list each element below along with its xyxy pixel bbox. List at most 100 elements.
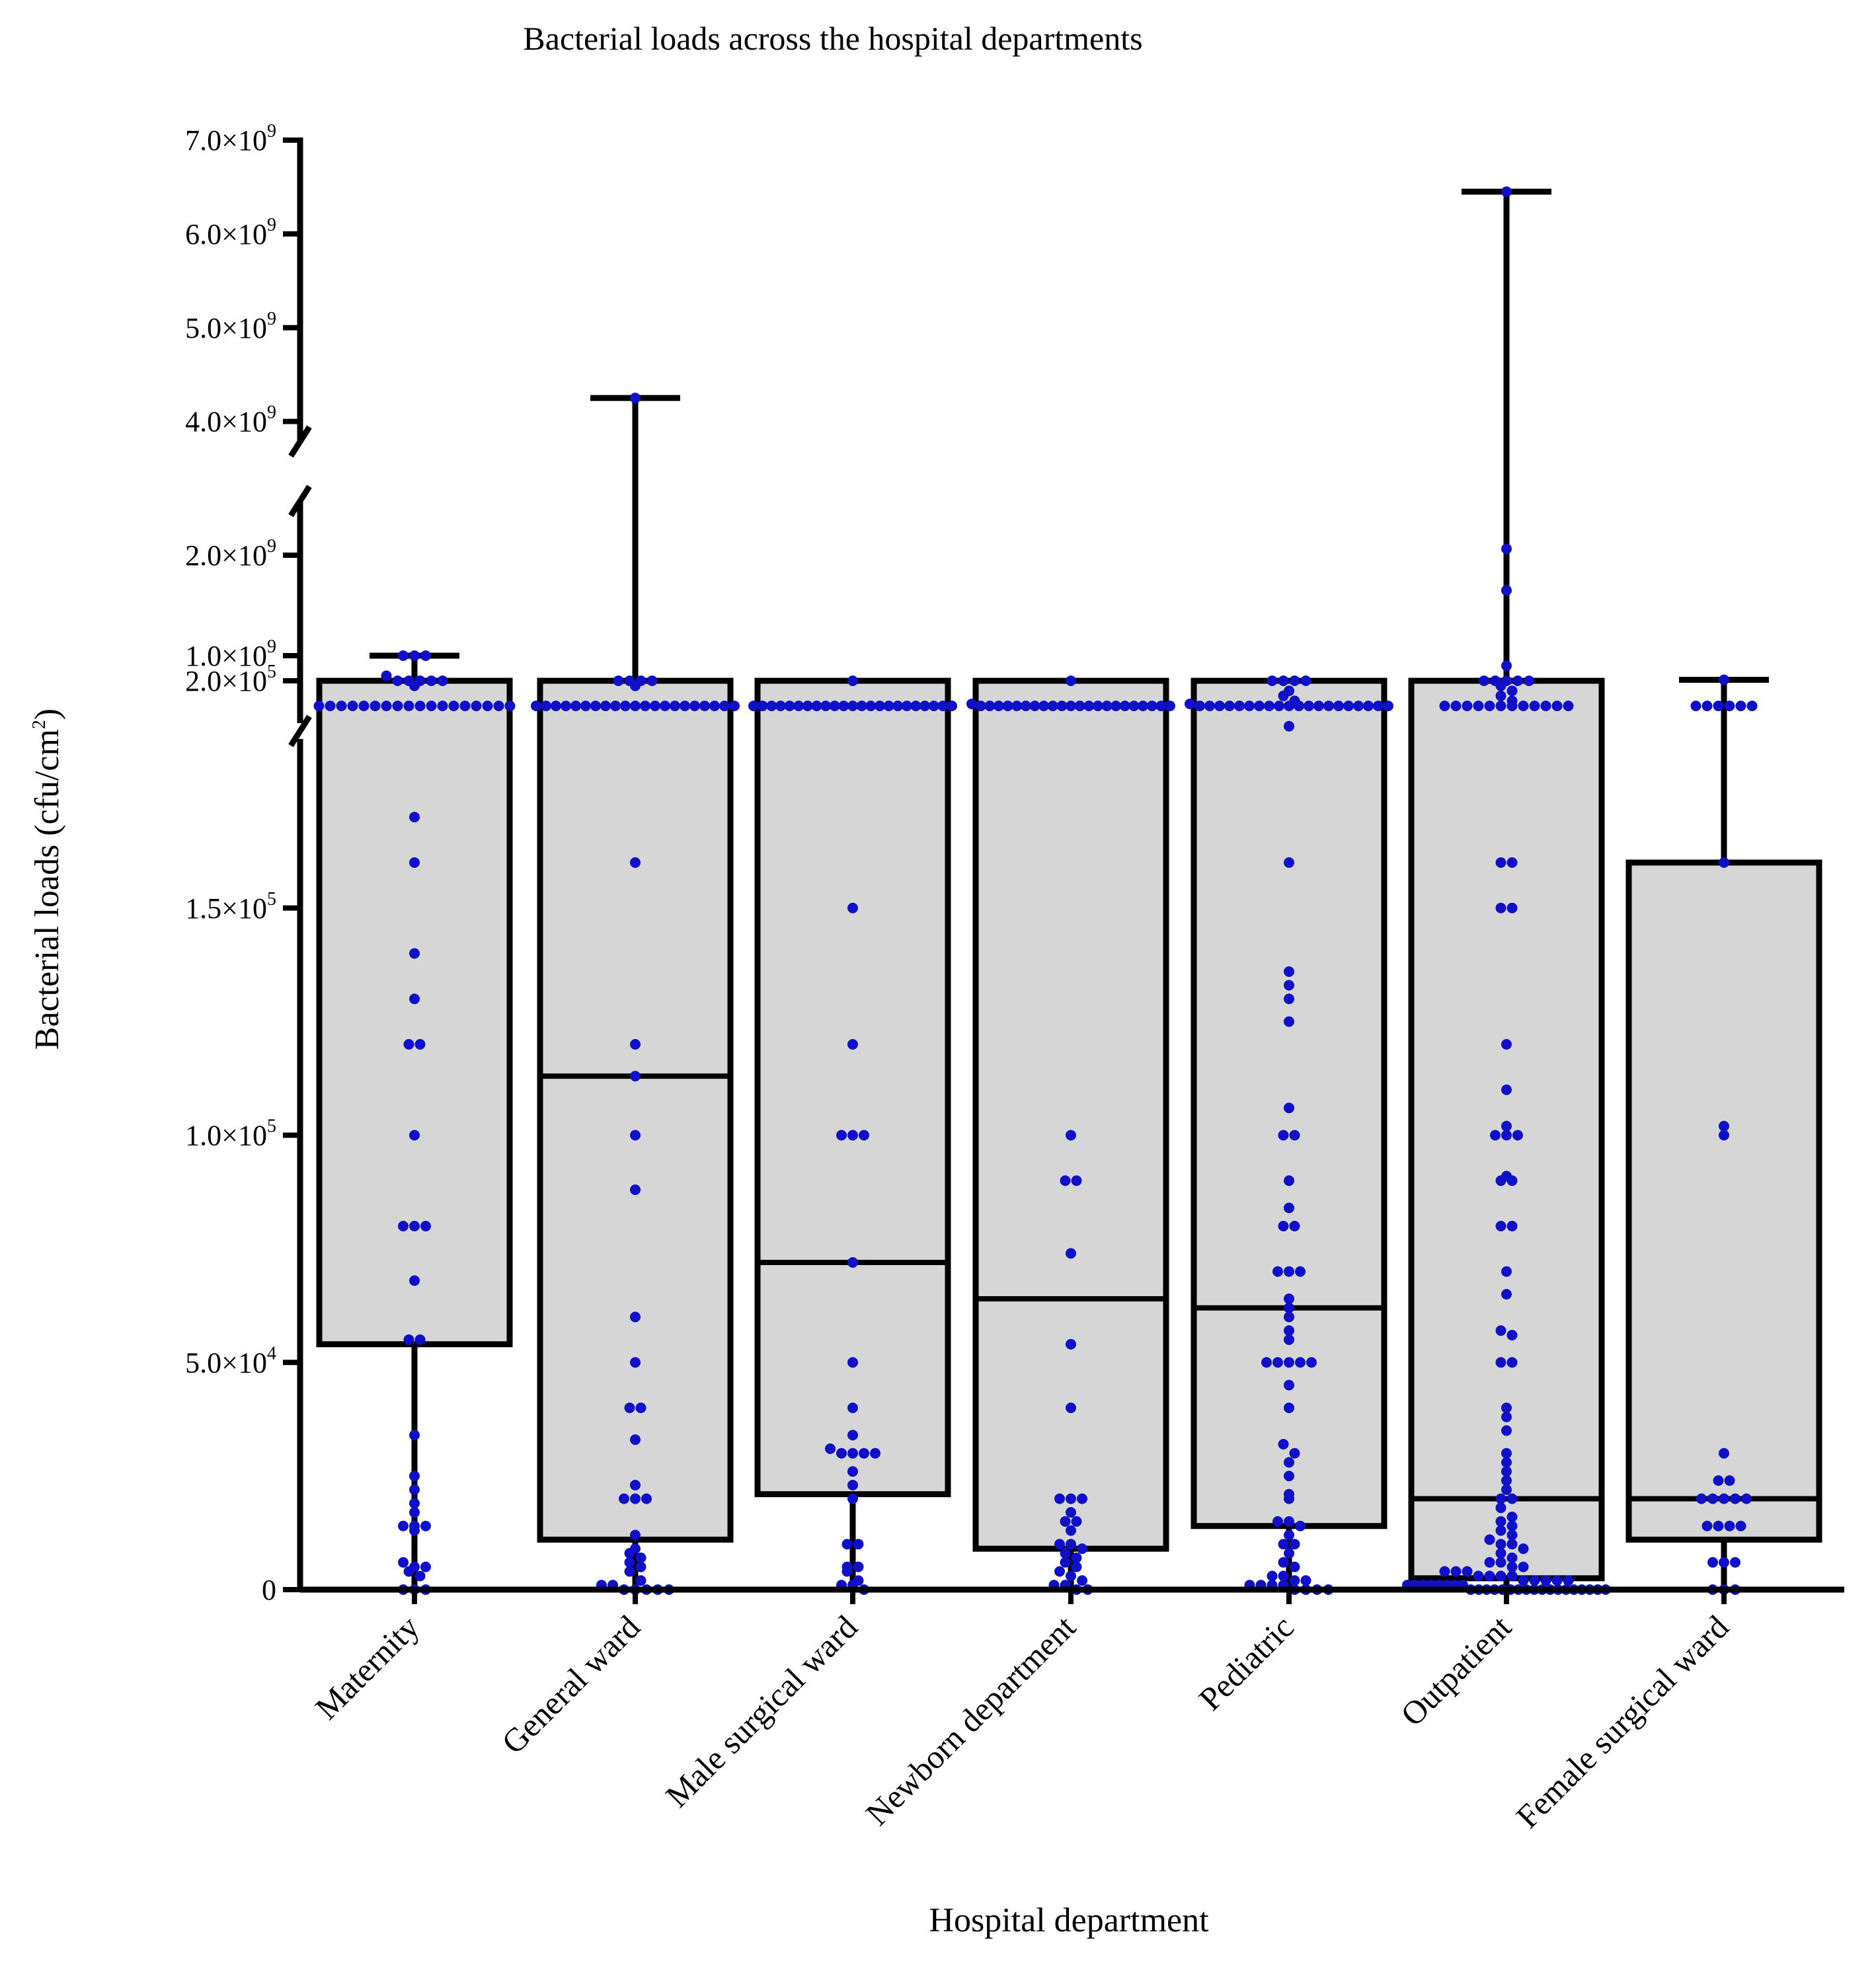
data-point [381, 701, 392, 711]
data-point [1501, 1448, 1512, 1459]
data-point [1295, 1266, 1306, 1277]
data-point [1054, 1539, 1065, 1550]
data-point [1719, 1557, 1729, 1568]
data-point [409, 650, 420, 661]
data-point [901, 701, 912, 711]
data-point [1111, 701, 1122, 711]
data-point [630, 857, 641, 868]
data-point [847, 1466, 858, 1477]
box-4 [972, 677, 1169, 1552]
data-point [403, 1566, 414, 1577]
data-point [847, 1039, 858, 1050]
data-point [414, 1570, 426, 1582]
data-point [437, 701, 448, 711]
data-point [1501, 585, 1512, 596]
data-point [802, 701, 813, 711]
data-point [426, 676, 437, 686]
data-point [590, 701, 601, 711]
y-tick-exponent: 5 [267, 889, 276, 909]
data-point [1501, 1425, 1512, 1436]
data-point [1506, 701, 1518, 711]
svg-text:Bacterial loads (cfu/cm2): Bacterial loads (cfu/cm2) [28, 709, 66, 1050]
data-point [392, 676, 403, 687]
data-point [1261, 1357, 1272, 1368]
data-point [1495, 857, 1506, 868]
data-point [1060, 1175, 1071, 1186]
y-tick-mantissa: 2.0×10 [185, 665, 267, 697]
data-point [1506, 1570, 1518, 1582]
data-point [1284, 1325, 1294, 1336]
data-point [1284, 1175, 1294, 1186]
data-point [865, 701, 877, 711]
data-point [437, 676, 448, 686]
data-point [1735, 701, 1746, 711]
data-point [1289, 1539, 1300, 1550]
data-point [1501, 1475, 1512, 1486]
data-point [1333, 701, 1344, 711]
data-point [719, 701, 730, 711]
x-category-label: General ward [494, 1608, 647, 1761]
data-point [1506, 1221, 1518, 1231]
data-point [1284, 1516, 1294, 1527]
data-point [1066, 676, 1076, 687]
data-point [409, 1130, 420, 1141]
data-point [841, 1539, 853, 1550]
data-point [1278, 1570, 1289, 1582]
data-point [1495, 1175, 1506, 1186]
data-point [1484, 1534, 1495, 1545]
data-point [1724, 1520, 1735, 1531]
y-axis-label-sup: 2 [29, 720, 50, 729]
data-point [1373, 701, 1384, 711]
data-point [398, 1221, 409, 1231]
data-point [825, 1443, 836, 1454]
data-point [1363, 701, 1374, 711]
data-point [1741, 1493, 1752, 1504]
data-point [1284, 1457, 1294, 1468]
data-point [1495, 1525, 1506, 1536]
data-point [630, 1479, 641, 1490]
y-tick-label: 1.5×105 [185, 889, 276, 925]
data-point [1071, 1516, 1082, 1527]
data-point [1272, 1266, 1283, 1277]
data-point [630, 1493, 641, 1504]
y-tick-label: 4.0×109 [185, 403, 276, 438]
data-point [1719, 1493, 1729, 1504]
data-point [1083, 701, 1095, 711]
box-7 [1625, 859, 1822, 1543]
data-point [414, 701, 426, 711]
data-point [1306, 1357, 1317, 1368]
data-point [1323, 701, 1334, 711]
data-point [847, 1479, 858, 1490]
data-point [1495, 1570, 1506, 1582]
data-point [1284, 1334, 1294, 1345]
data-point [947, 701, 957, 711]
data-point [600, 701, 611, 711]
data-point [856, 701, 867, 711]
data-point [1540, 1575, 1551, 1586]
y-tick-exponent: 9 [267, 309, 276, 329]
y-tick-exponent: 9 [267, 121, 276, 141]
data-point [325, 701, 336, 711]
data-point [1746, 701, 1758, 711]
data-point [1002, 701, 1013, 711]
data-point [1506, 1561, 1518, 1572]
data-point [1707, 1557, 1718, 1568]
data-point [1289, 676, 1300, 687]
y-tick-mantissa: 0 [262, 1574, 276, 1606]
data-point [1713, 1520, 1724, 1531]
data-point [1289, 1130, 1300, 1141]
data-point [1713, 1475, 1724, 1486]
data-point [937, 701, 949, 711]
data-point [409, 1221, 420, 1231]
data-point [1518, 1543, 1529, 1555]
data-point [392, 701, 403, 711]
data-point [414, 1039, 426, 1050]
data-point [1701, 1520, 1713, 1531]
data-point [775, 701, 786, 711]
data-point [398, 1520, 409, 1531]
data-point [471, 701, 482, 711]
data-point [1501, 1266, 1512, 1277]
y-tick-mantissa: 1.5×10 [185, 892, 267, 925]
data-point [847, 701, 858, 711]
data-point [1155, 701, 1167, 711]
